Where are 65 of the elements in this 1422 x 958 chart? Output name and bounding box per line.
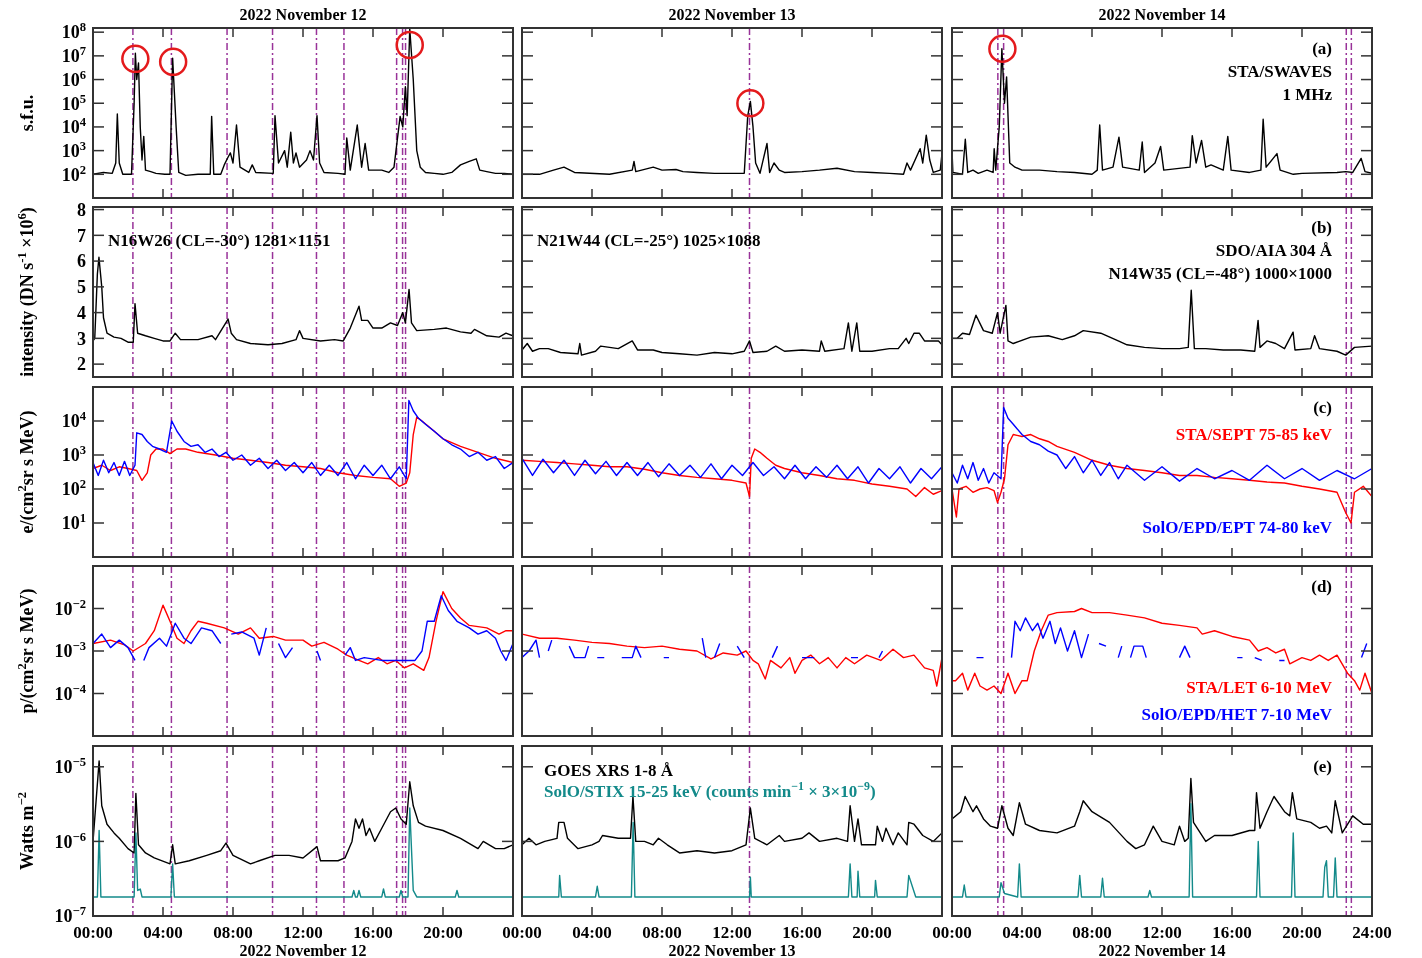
x-tick-label: 12:00 [712,923,752,942]
x-axis-title: 2022 November 12 [239,942,367,958]
annotation: N14W35 (CL=-48°) 1000×1000 [1108,264,1332,283]
y-tick-label: 10$^{6}$ [61,67,86,90]
x-tick-label: 04:00 [1002,923,1042,942]
y-tick-label: 10$^{−6}$ [54,829,86,852]
y-tick-label: 10$^{3}$ [61,443,86,466]
x-tick-label: 16:00 [1212,923,1252,942]
x-axis-title: 2022 November 14 [1098,942,1226,958]
x-tick-label: 20:00 [1282,923,1322,942]
y-tick-label: 10$^{2}$ [61,162,86,185]
x-tick-label: 20:00 [852,923,892,942]
y-tick-label: 10$^{−5}$ [54,755,86,778]
x-tick-label: 20:00 [423,923,463,942]
y-tick-label: 10$^{−3}$ [54,639,86,662]
x-tick-label: 24:00 [1352,923,1392,942]
x-tick-label: 00:00 [932,923,972,942]
y-tick-label: 10$^{4}$ [61,409,87,432]
x-tick-label: 04:00 [572,923,612,942]
annotation: (e) [1313,757,1332,776]
annotation: (b) [1311,218,1332,237]
text: SolO/STIX 15-25 keV (counts min$^{−1}$ × 3×10$^{−9}$) [544,779,876,801]
y-axis-title: s.f.u. [17,94,38,132]
y-tick-label: 10$^{4}$ [61,115,87,138]
y-tick-label: 10$^{8}$ [61,20,86,43]
y-tick-label: 10$^{−4}$ [54,681,87,704]
y-tick-label: 10$^{−2}$ [54,596,86,619]
y-tick-label: 5 [77,277,86,298]
y-tick-label: 3 [77,328,86,349]
x-tick-label: 00:00 [502,923,542,942]
x-tick-label: 08:00 [213,923,253,942]
y-tick-label: 4 [77,302,86,323]
annotation: (d) [1311,577,1332,596]
y-tick-label: 6 [77,251,86,272]
annotation: (a) [1312,39,1332,58]
series-label: STA/LET 6-10 MeV [1186,678,1333,697]
text: SolO/EPD/HET 7-10 MeV [1141,705,1333,724]
annotation: (c) [1313,398,1332,417]
chart-title: 2022 November 12 [239,6,367,23]
annotation: N21W44 (CL=-25°) 1025×1088 [537,231,761,250]
x-tick-label: 16:00 [353,923,393,942]
chart-title: 2022 November 14 [1098,6,1226,23]
x-tick-label: 12:00 [283,923,323,942]
annotation: N16W26 (CL=-30°) 1281×1151 [108,231,331,250]
text: GOES XRS 1-8 Å [544,761,674,780]
y-tick-label: 10$^{2}$ [61,477,86,500]
y-tick-label: 2 [77,354,86,375]
x-tick-label: 16:00 [782,923,822,942]
series-label: STA/SEPT 75-85 keV [1175,425,1333,444]
x-tick-label: 04:00 [143,923,183,942]
x-tick-label: 08:00 [1072,923,1112,942]
x-tick-label: 08:00 [642,923,682,942]
x-axis-title: 2022 November 13 [668,942,796,958]
annotation: 1 MHz [1282,85,1333,104]
y-tick-label: 10$^{5}$ [61,91,86,114]
chart-title: 2022 November 13 [668,6,796,23]
y-tick-label: 10$^{3}$ [61,138,86,161]
y-tick-label: 7 [77,225,86,246]
annotation: SDO/AIA 304 Å [1215,241,1333,260]
y-tick-label: 10$^{7}$ [61,44,86,67]
text: SolO/EPD/EPT 74-80 keV [1142,518,1333,537]
annotation: STA/SWAVES [1227,62,1332,81]
y-tick-label: 8 [77,199,86,220]
x-tick-label: 12:00 [1142,923,1182,942]
y-tick-label: 10$^{1}$ [61,511,86,534]
